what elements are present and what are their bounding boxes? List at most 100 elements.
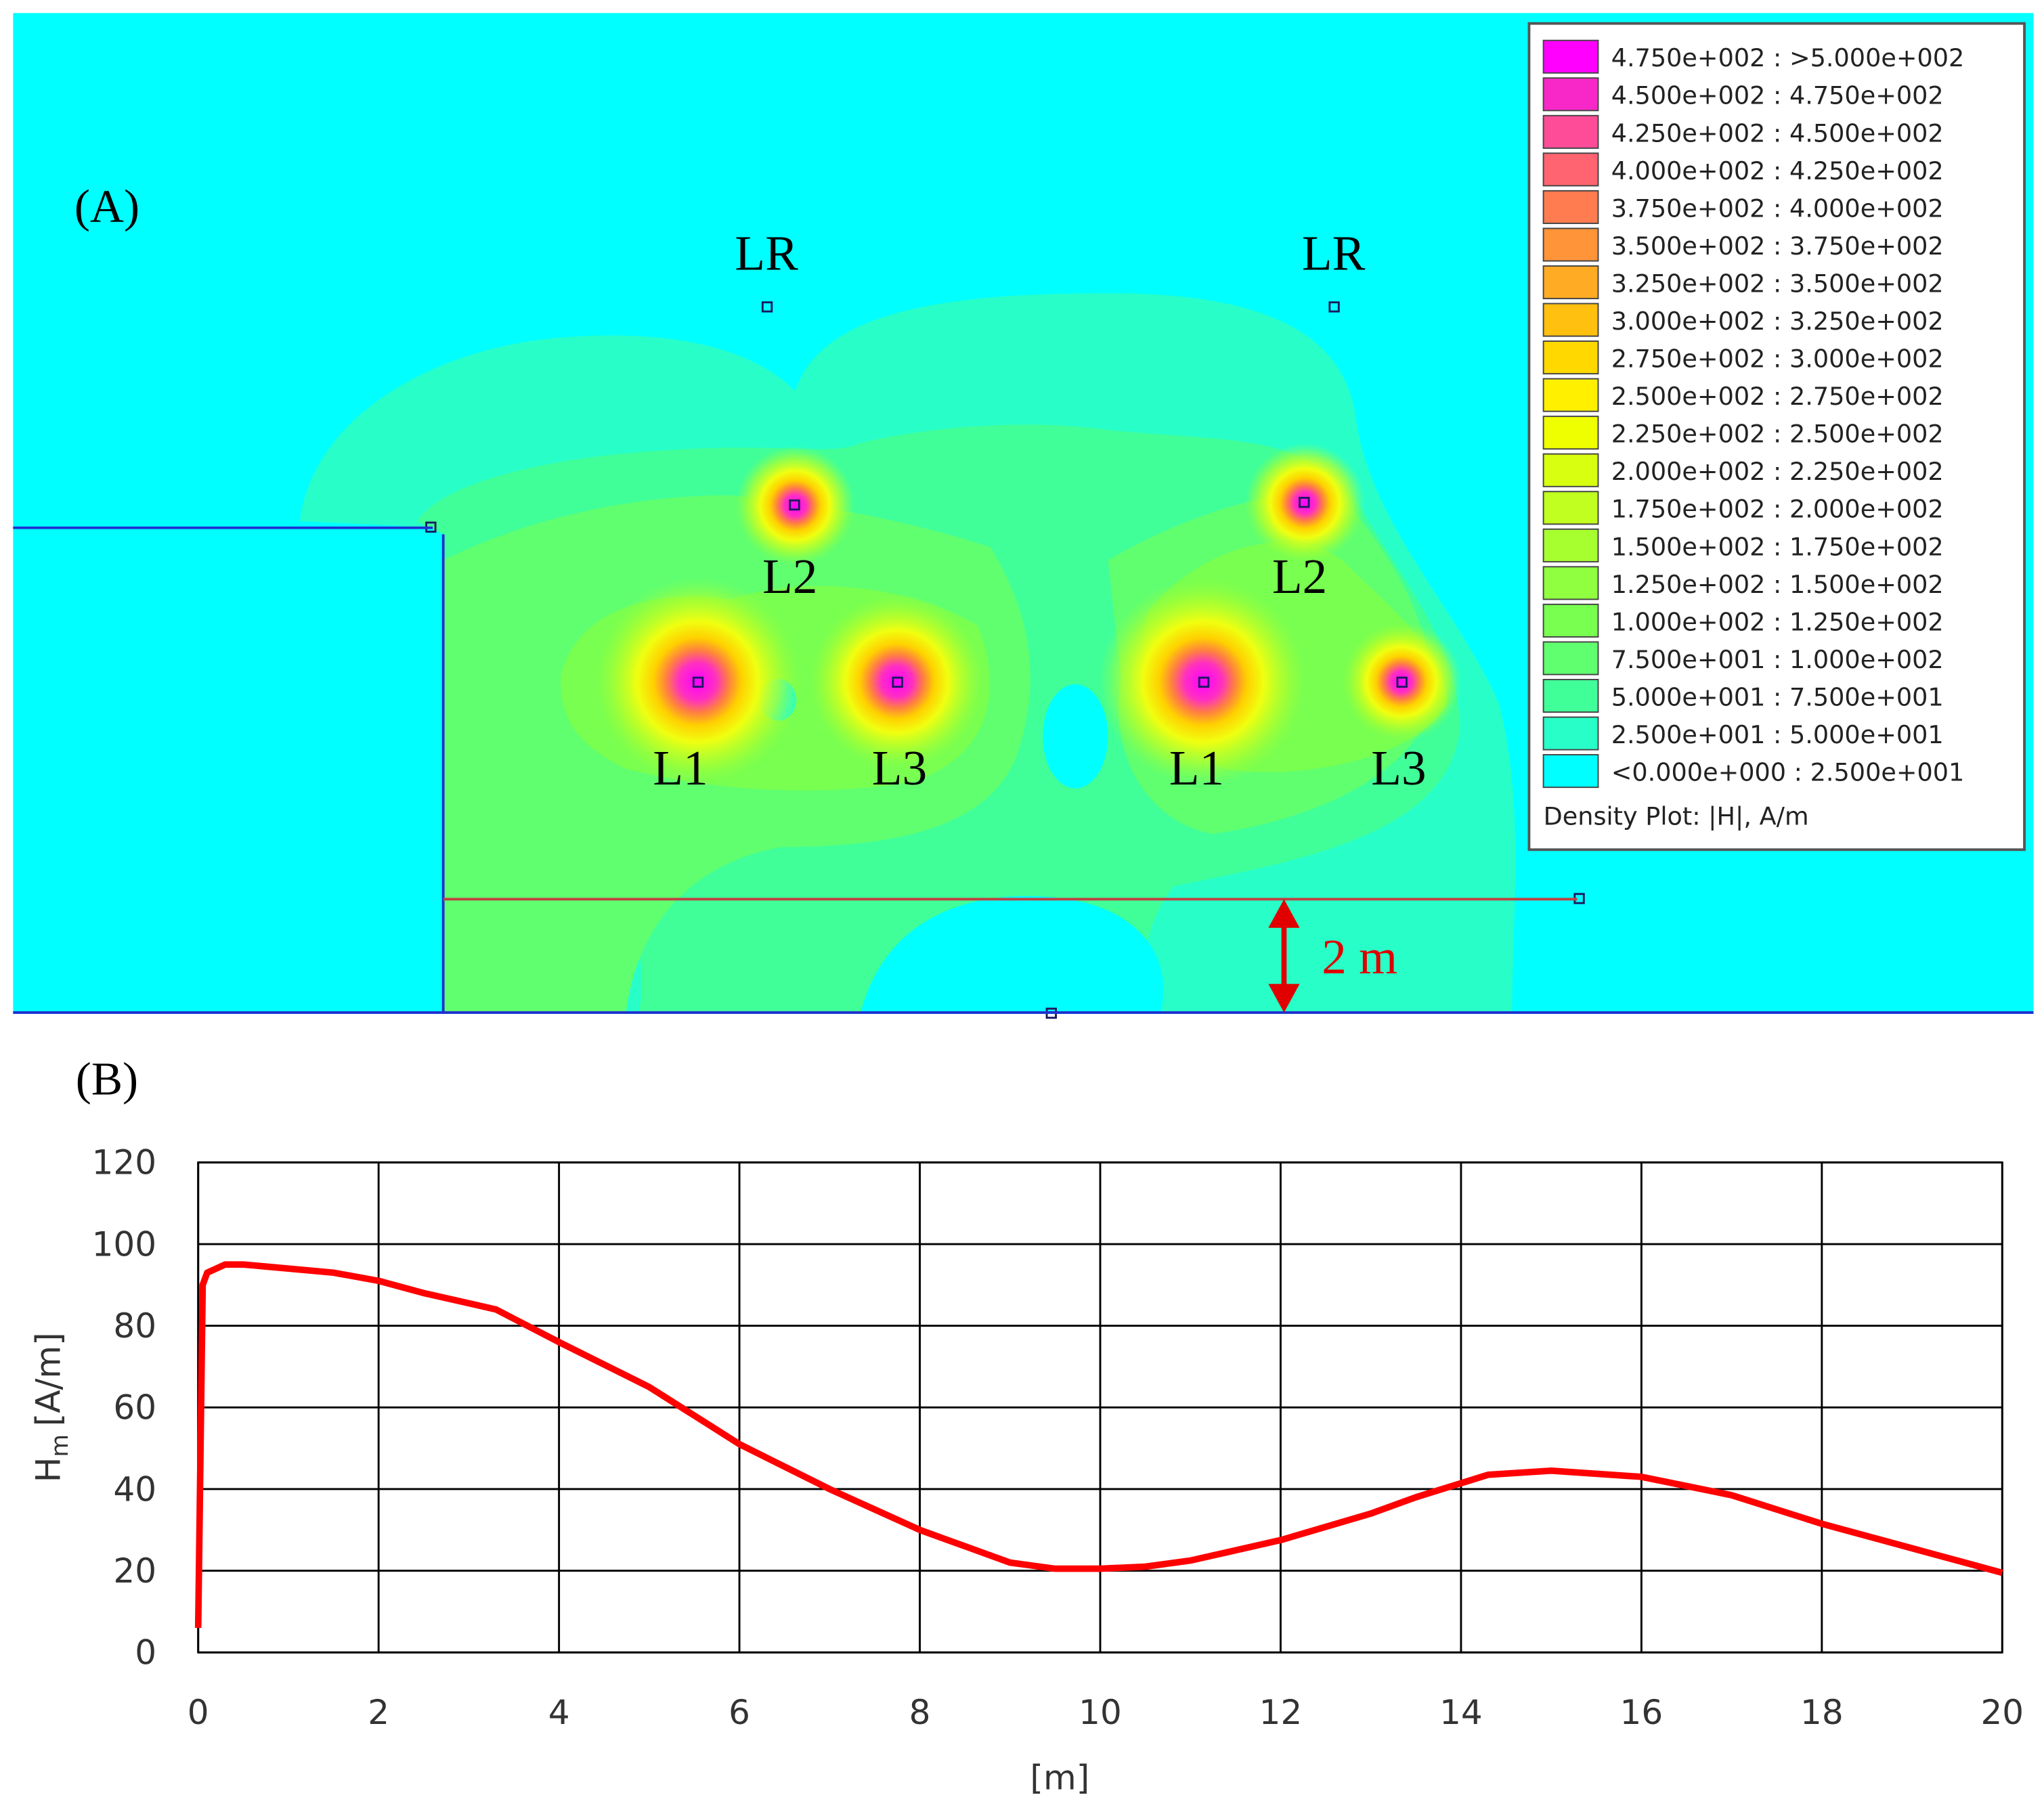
legend-label: 3.000e+002 : 3.250e+002 <box>1611 307 1944 336</box>
node <box>1396 676 1408 688</box>
panel-label: (B) <box>76 1053 138 1105</box>
node <box>1328 301 1340 313</box>
legend-label: 4.000e+002 : 4.250e+002 <box>1611 156 1944 185</box>
legend-label: 1.750e+002 : 2.000e+002 <box>1611 495 1944 524</box>
legend-swatch <box>1542 340 1599 375</box>
annotation: LR <box>1302 226 1366 281</box>
node <box>1198 676 1210 688</box>
x-tick-label: 6 <box>729 1693 750 1732</box>
y-tick-label: 80 <box>113 1306 156 1346</box>
panel-label: (A) <box>74 179 139 231</box>
legend-swatch <box>1542 453 1599 487</box>
legend-swatch <box>1542 416 1599 450</box>
y-tick-label: 40 <box>113 1469 156 1509</box>
line-chart: (B) [m] Hm [A/m] 0 20 40 60 80 100 120 0 2 4 6 8 10 12… <box>29 1053 2024 1797</box>
y-tick-label: 0 <box>135 1633 156 1673</box>
field-glow <box>593 577 802 786</box>
boundary-lines <box>13 526 2034 1014</box>
annotation: L3 <box>872 740 927 795</box>
density-plot: (A) LR LR L2 L2 L1 L3 L1 L3 2 m Density … <box>13 13 2034 1019</box>
legend-swatch <box>1542 566 1599 600</box>
annotation: L1 <box>1169 740 1224 795</box>
legend-label: 3.250e+002 : 3.500e+002 <box>1611 269 1944 298</box>
field-glow <box>735 445 856 566</box>
field-glow <box>1341 621 1462 742</box>
legend-swatch <box>1542 77 1599 112</box>
legend-label: <0.000e+000 : 2.500e+001 <box>1611 758 1965 787</box>
legend-swatch <box>1542 227 1599 262</box>
legend: Density Plot: |H|, A/m 4.750e+002 : >5.0… <box>1527 22 2026 851</box>
y-tick-label: 60 <box>113 1388 156 1428</box>
conductor-glows <box>593 443 1462 786</box>
node <box>692 676 704 688</box>
legend-swatch <box>1542 378 1599 412</box>
legend-swatch <box>1542 678 1599 713</box>
legend-label: 2.750e+002 : 3.000e+002 <box>1611 345 1944 374</box>
y-label-symbol: H <box>29 1457 68 1483</box>
legend-box <box>1527 22 2026 851</box>
legend-swatch <box>1542 39 1599 74</box>
legend-label: 1.500e+002 : 1.750e+002 <box>1611 532 1944 561</box>
x-tick-label: 8 <box>909 1693 931 1732</box>
annotation: L3 <box>1371 740 1426 795</box>
legend-swatch <box>1542 528 1599 562</box>
legend-swatch <box>1542 190 1599 224</box>
field-glow <box>1244 443 1365 563</box>
legend-label: 3.500e+002 : 3.750e+002 <box>1611 231 1944 261</box>
contour <box>860 895 1164 1014</box>
dimension-label: 2 m <box>1322 929 1397 984</box>
legend-swatch <box>1542 754 1599 789</box>
node-markers <box>425 301 1585 1019</box>
legend-label: 4.250e+002 : 4.500e+002 <box>1611 118 1944 148</box>
y-axis-label: Hm [A/m] <box>29 1332 74 1482</box>
y-label-unit: [A/m] <box>29 1332 68 1426</box>
legend-title: Density Plot: |H|, A/m <box>1544 802 1809 832</box>
annotation: LR <box>735 226 798 281</box>
annotation: L2 <box>762 549 817 604</box>
legend-swatch <box>1542 303 1599 337</box>
legend-label: 1.000e+002 : 1.250e+002 <box>1611 607 1944 636</box>
x-tick-label: 16 <box>1620 1693 1664 1732</box>
annotation: L1 <box>653 740 708 795</box>
x-tick-label: 4 <box>548 1693 570 1732</box>
legend-swatch <box>1542 491 1599 525</box>
legend-label: 2.250e+002 : 2.500e+002 <box>1611 420 1944 449</box>
legend-swatch <box>1542 152 1599 187</box>
y-tick-label: 20 <box>113 1551 156 1591</box>
arrow-head <box>1268 983 1300 1013</box>
legend-label: 2.500e+001 : 5.000e+001 <box>1611 720 1944 749</box>
legend-swatch <box>1542 114 1599 149</box>
legend-label: 3.750e+002 : 4.000e+002 <box>1611 194 1944 223</box>
legend-swatch <box>1542 265 1599 300</box>
legend-label: 5.000e+001 : 7.500e+001 <box>1611 682 1944 711</box>
annotation: L2 <box>1272 549 1327 604</box>
contour <box>1043 684 1108 789</box>
x-tick-label: 20 <box>1980 1693 2024 1732</box>
conductor-labels: (A) LR LR L2 L2 L1 L3 L1 L3 2 m <box>74 179 1427 984</box>
node <box>761 301 773 313</box>
series-line <box>194 1261 2003 1629</box>
legend-swatch <box>1542 603 1599 638</box>
node <box>1299 497 1310 508</box>
legend-swatch <box>1542 641 1599 676</box>
x-tick-label: 12 <box>1259 1693 1303 1732</box>
legend-label: 2.000e+002 : 2.250e+002 <box>1611 457 1944 486</box>
field-glow <box>808 593 986 770</box>
legend-label: 4.750e+002 : >5.000e+002 <box>1611 43 1965 72</box>
node <box>892 676 903 688</box>
x-tick-label: 2 <box>368 1693 389 1732</box>
node <box>789 499 800 511</box>
field-glow <box>1099 577 1308 786</box>
legend-swatch <box>1542 716 1599 751</box>
x-tick-label: 18 <box>1800 1693 1844 1732</box>
legend-label: 7.500e+001 : 1.000e+002 <box>1611 645 1944 674</box>
legend-label: 2.500e+002 : 2.750e+002 <box>1611 382 1944 411</box>
x-axis-label: [m] <box>1030 1758 1089 1797</box>
y-tick-label: 120 <box>92 1143 157 1182</box>
x-tick-label: 14 <box>1439 1693 1483 1732</box>
x-tick-label: 10 <box>1079 1693 1122 1732</box>
y-label-subscript: m <box>47 1434 74 1457</box>
arrow-head <box>1268 899 1300 928</box>
